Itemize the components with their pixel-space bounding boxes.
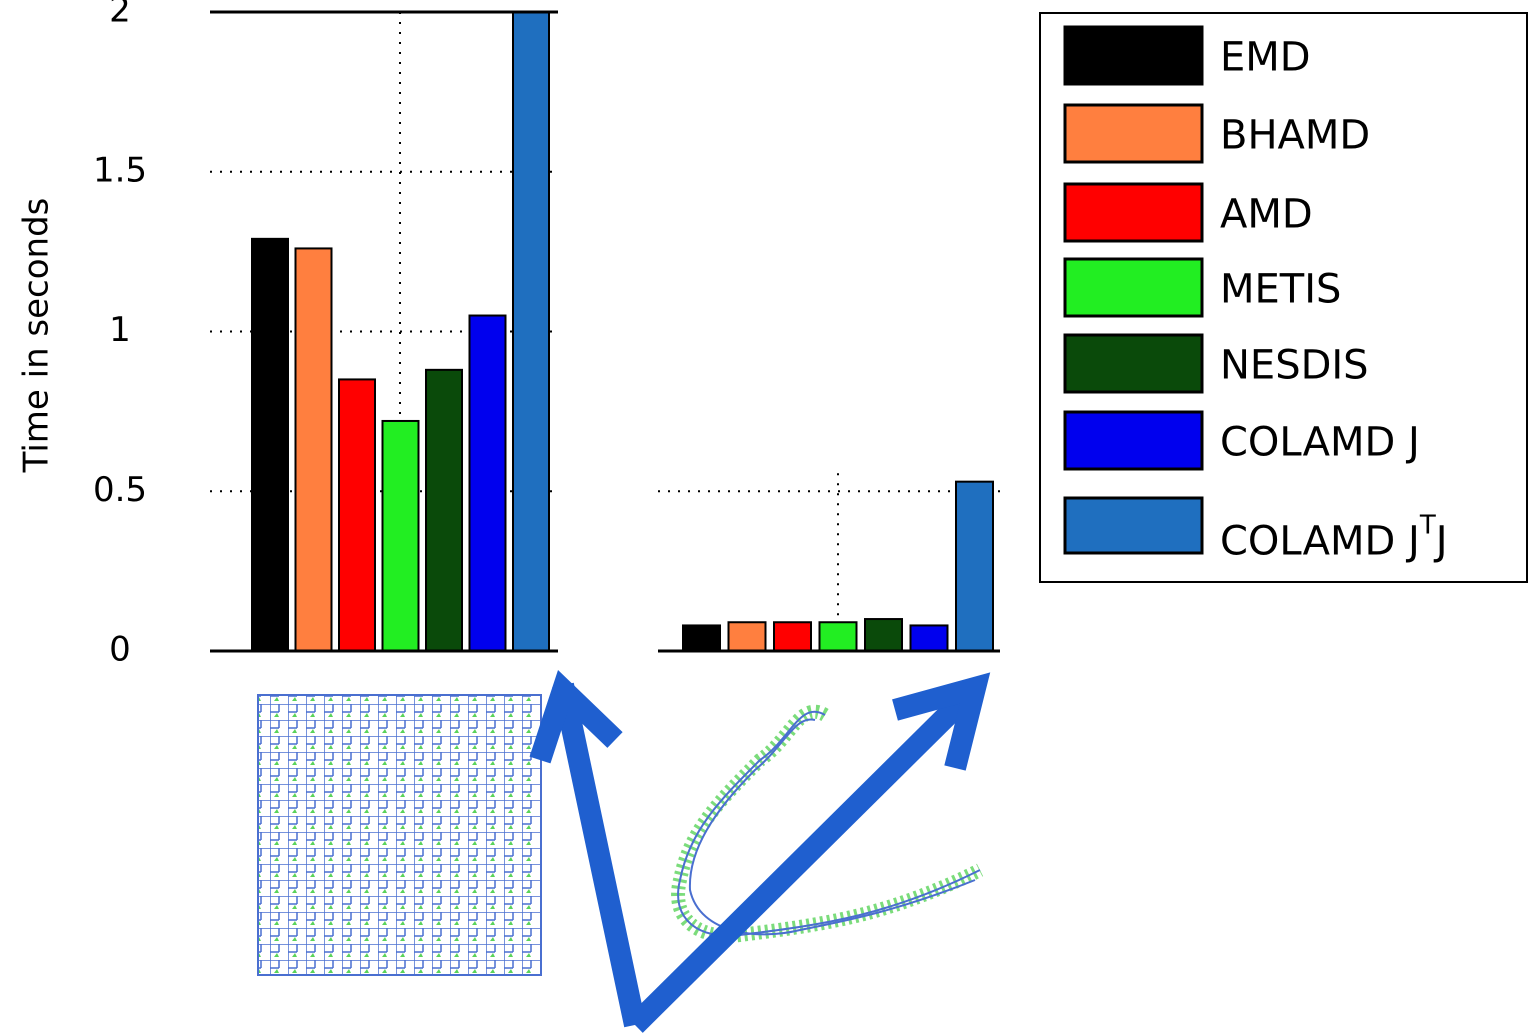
bar: [820, 622, 857, 651]
bar: [683, 625, 720, 651]
bar: [339, 379, 375, 651]
bar: [729, 622, 766, 651]
bar: [252, 239, 288, 651]
bar: [865, 619, 902, 651]
legend-swatch: [1065, 412, 1202, 469]
legend-swatch: [1065, 27, 1202, 84]
legend-label: EMD: [1220, 35, 1311, 81]
bar: [911, 625, 948, 651]
legend-label: COLAMD JTJ: [1220, 510, 1448, 565]
legend-label: NESDIS: [1220, 343, 1369, 389]
y-tick-label: 1.5: [93, 150, 147, 190]
legend-swatch: [1065, 335, 1202, 392]
legend-swatch: [1065, 259, 1202, 316]
mesh-image: [258, 695, 541, 975]
legend-label: METIS: [1220, 267, 1341, 313]
legend: EMD BHAMD AMD METIS NESDIS COLAMD J COLAMD JTJ: [1040, 13, 1527, 582]
legend-swatch: [1065, 498, 1202, 553]
chart: Time in seconds 0 0.5 1 1.5 2 EMD BHAMD AMD MET…: [0, 0, 1531, 1034]
plot-area: 0 0.5 1 1.5 2: [93, 0, 1000, 670]
bar: [470, 316, 506, 651]
legend-label: AMD: [1220, 192, 1313, 238]
bar: [774, 622, 811, 651]
y-axis-label: Time in seconds: [17, 198, 57, 474]
bar: [426, 370, 462, 651]
y-tick-label: 1: [109, 310, 131, 350]
bar: [383, 421, 419, 651]
bar: [513, 12, 549, 651]
legend-label: BHAMD: [1220, 113, 1370, 159]
legend-label: COLAMD J: [1220, 420, 1420, 466]
bar: [296, 248, 332, 651]
y-tick-label: 2: [109, 0, 131, 31]
legend-swatch: [1065, 105, 1202, 162]
y-tick-label: 0.5: [93, 470, 147, 510]
arrows: [540, 685, 975, 1025]
y-tick-label: 0: [109, 630, 131, 670]
bar: [956, 482, 993, 651]
legend-swatch: [1065, 184, 1202, 241]
